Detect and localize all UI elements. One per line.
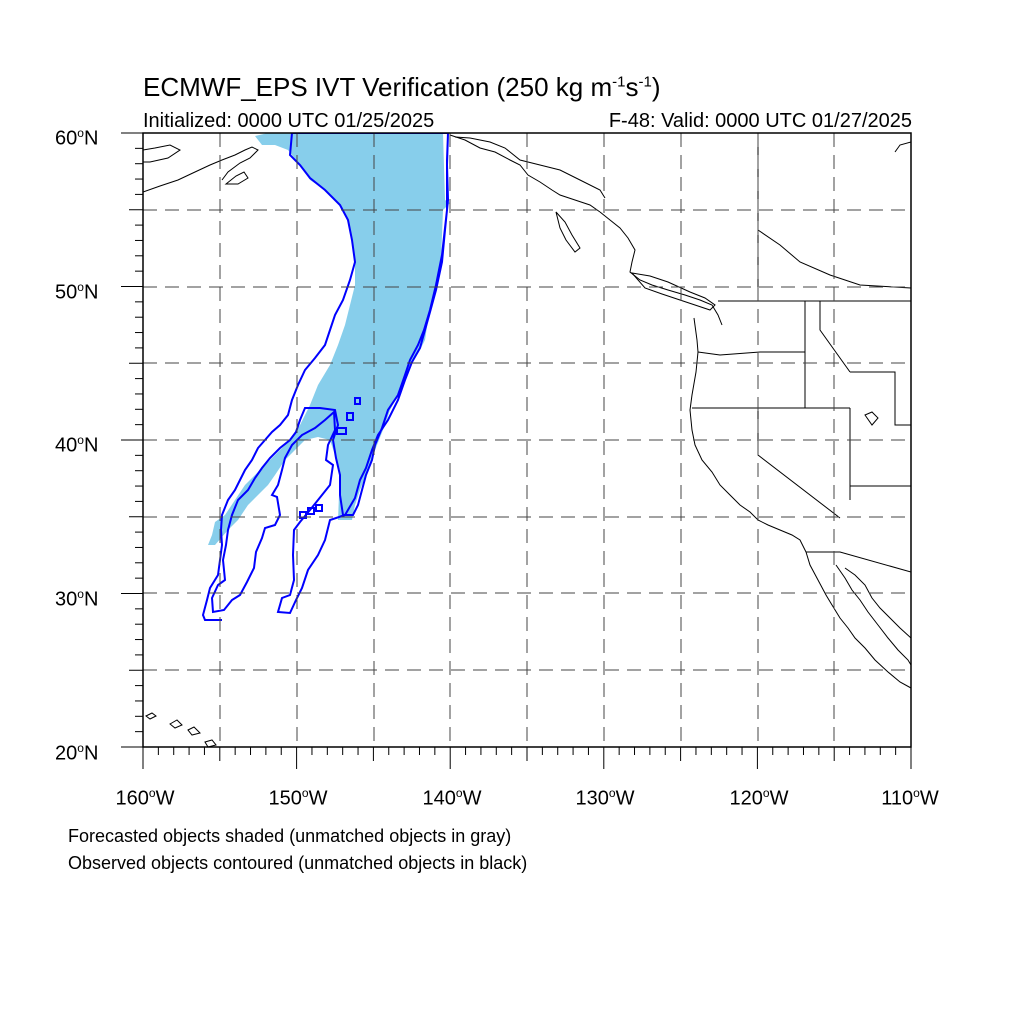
- forecast-object-shading: [208, 133, 450, 545]
- observed-note: Observed objects contoured (unmatched ob…: [68, 853, 528, 873]
- coastline-haida-gwaii: [555, 211, 581, 253]
- coastline-gulf-of-alaska: [449, 134, 601, 213]
- observed-contour-small-2: [354, 397, 361, 405]
- coastline-alaska-west: [143, 144, 181, 163]
- coastline-hawaii-1: [145, 712, 157, 720]
- coastline-hawaii-2: [169, 719, 183, 729]
- coastline-vancouver-island: [630, 272, 716, 311]
- border-us-mexico: [806, 551, 911, 573]
- political-borders: [692, 133, 911, 573]
- coastline-mexico-mainland: [844, 567, 911, 639]
- border-washington-oregon: [697, 351, 805, 356]
- border-california-nevada: [757, 408, 841, 519]
- lon-label-140w: 140oW: [422, 786, 482, 810]
- coastline-alaska-peninsula: [143, 146, 259, 193]
- forecast-note: Forecasted objects shaded (unmatched obj…: [68, 826, 512, 846]
- observed-contour-small-6: [315, 504, 323, 512]
- border-canadian-provinces: [757, 229, 911, 289]
- lat-label-20: 20oN: [55, 741, 99, 765]
- coastline-gulf-of-california: [835, 564, 911, 666]
- coastline-bc: [599, 211, 723, 326]
- grid-lines: [143, 133, 911, 747]
- initialized-label: Initialized: 0000 UTC 01/25/2025: [143, 110, 435, 132]
- valid-time-label: F-48: Valid: 0000 UTC 01/27/2025: [608, 110, 912, 132]
- coastline-baja: [805, 551, 911, 689]
- coastline-hawaii-3: [187, 726, 201, 736]
- border-idaho-montana: [819, 301, 851, 373]
- map-title: ECMWF_EPS IVT Verification (250 kg m-1s-…: [143, 72, 661, 102]
- coastline-alaska-panhandle: [454, 136, 606, 199]
- observed-contour-small-1: [346, 412, 354, 421]
- border-montana-wy: [850, 371, 911, 426]
- coastline-us-west: [689, 317, 807, 553]
- coastline-kodiak: [224, 171, 249, 185]
- observed-contour-main: [210, 133, 450, 615]
- lon-label-130w: 130oW: [575, 786, 635, 810]
- lon-label-120w: 120oW: [729, 786, 789, 810]
- coastline-top-right: [894, 141, 911, 153]
- lat-label-50: 50oN: [55, 280, 99, 304]
- lon-label-150w: 150oW: [268, 786, 328, 810]
- lat-label-30: 30oN: [55, 587, 99, 611]
- observed-contour-small-5: [307, 507, 315, 515]
- lat-label-40: 40oN: [55, 433, 99, 457]
- observed-contour-small-4: [299, 511, 307, 519]
- coastline-lake: [864, 411, 879, 426]
- lon-label-160w: 160oW: [115, 786, 175, 810]
- observed-contour-small-3: [336, 427, 347, 435]
- coastline-hawaii-4: [204, 739, 217, 747]
- coastlines: [143, 134, 911, 747]
- lon-label-110w: 110oW: [881, 786, 939, 810]
- axis-ticks: [121, 132, 912, 769]
- lat-label-60: 60oN: [55, 126, 99, 150]
